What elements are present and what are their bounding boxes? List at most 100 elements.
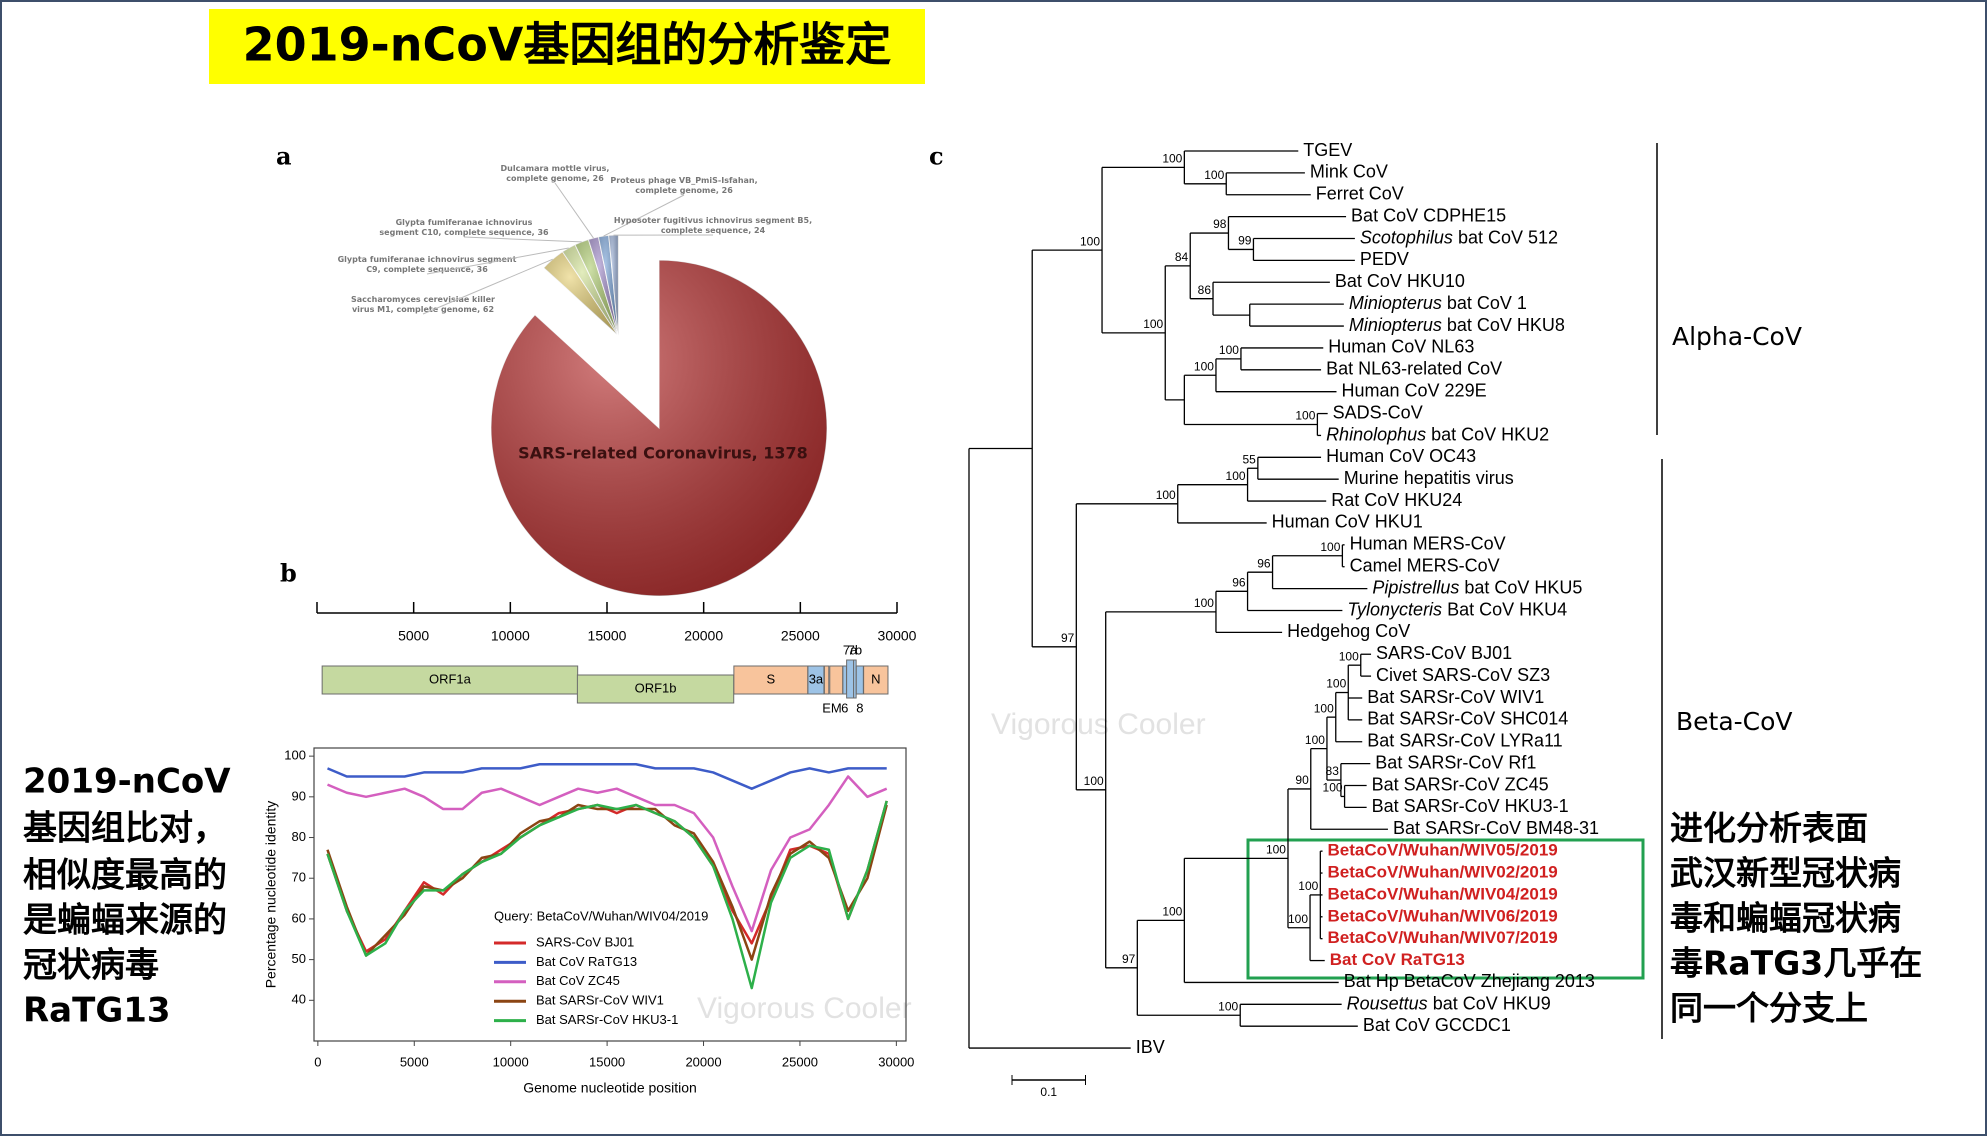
- leaf-label: Civet SARS-CoV SZ3: [1376, 665, 1550, 685]
- support-value: 100: [1143, 317, 1163, 331]
- annotation: Query: BetaCoV/Wuhan/WIV04/2019: [494, 908, 708, 923]
- slide-title: 2019-nCoV基因组的分析鉴定: [243, 18, 892, 72]
- leaf-label: Miniopterus bat CoV 1: [1349, 293, 1527, 313]
- gene-label: 7a: [843, 642, 858, 657]
- leaf-label: Human CoV HKU1: [1272, 512, 1423, 532]
- support-value: 100: [1339, 649, 1359, 663]
- series-line: [326, 803, 888, 961]
- leaf-label: Rat CoV HKU24: [1331, 490, 1462, 510]
- leaf-label: Bat Hp BetaCoV Zhejiang 2013: [1344, 971, 1595, 991]
- gene-label: N: [871, 671, 880, 686]
- gene-box: [842, 665, 847, 695]
- x-tick-label: 25000: [782, 1054, 818, 1069]
- support-value: 100: [1156, 488, 1176, 502]
- pie-main-label: SARS-related Coronavirus, 1378: [518, 444, 808, 463]
- note-line: 基因组比对，: [23, 809, 227, 849]
- gene-box: [863, 665, 889, 695]
- support-value: 100: [1204, 168, 1224, 182]
- pie-label: Dulcamara mottle virus, complete genome, …: [501, 164, 610, 183]
- note-line: RaTG13: [23, 991, 171, 1031]
- leaf-label: Bat SARSr-CoV WIV1: [1367, 687, 1544, 707]
- leaf-text: bat CoV HKU8: [1447, 315, 1565, 335]
- support-value: 97: [1122, 952, 1136, 966]
- leaf-label: BetaCoV/Wuhan/WIV07/2019: [1328, 928, 1558, 947]
- gene-box: [855, 665, 864, 695]
- support-value: 55: [1242, 452, 1256, 466]
- note-line: 毒RaTG3几乎在: [1670, 944, 1922, 983]
- leaf-label: Bat CoV HKU10: [1335, 271, 1465, 291]
- support-value: 96: [1257, 556, 1271, 570]
- gene-box: [846, 659, 855, 699]
- leaf-label: Bat CoV RaTG13: [1330, 950, 1465, 969]
- pie-shade: [562, 244, 619, 336]
- x-tick-label: 10000: [493, 1054, 529, 1069]
- pie-label-line: Saccharomyces cerevisiae killer: [351, 295, 495, 304]
- gene-label: ORF1b: [635, 680, 677, 695]
- support-value: 100: [1084, 774, 1104, 788]
- clade-label: Alpha-CoV: [1672, 322, 1802, 351]
- gene-label: 6: [841, 700, 848, 715]
- x-tick-label: 0: [314, 1054, 321, 1069]
- panel-label: b: [280, 559, 297, 588]
- genome-tick-label: 15000: [588, 628, 627, 644]
- leaf-label: Human CoV NL63: [1328, 337, 1474, 357]
- gene-label: 7b: [848, 642, 862, 657]
- support-value: 97: [1061, 631, 1075, 645]
- pie-label-line: Dulcamara mottle virus,: [501, 164, 610, 173]
- gene-box: [829, 665, 844, 695]
- pie-label-line: complete sequence, 24: [661, 226, 766, 235]
- leaf-label: IBV: [1136, 1037, 1165, 1057]
- leaf-italic: Tylonycteris: [1347, 599, 1442, 619]
- leaf-text: bat CoV HKU5: [1464, 577, 1582, 597]
- leader-line: [426, 247, 569, 275]
- note-line: 武汉新型冠状病: [1670, 854, 1901, 893]
- leaf-label: Human MERS-CoV: [1350, 534, 1506, 554]
- gene-box: [853, 659, 857, 699]
- panel-label: a: [276, 142, 292, 171]
- leaf-label: SADS-CoV: [1333, 402, 1423, 422]
- leaf-label: Human CoV 229E: [1342, 380, 1487, 400]
- gene-label: E: [822, 700, 831, 715]
- support-value: 100: [1226, 469, 1246, 483]
- leaf-italic: Rhinolophus: [1326, 424, 1426, 444]
- leaf-text: Bat CoV HKU4: [1447, 599, 1567, 619]
- clade-label: Beta-CoV: [1676, 707, 1793, 736]
- leader-line: [422, 258, 553, 315]
- leaf-label: Bat SARSr-CoV Rf1: [1375, 752, 1536, 772]
- legend-label: Bat SARSr-CoV HKU3-1: [536, 1012, 678, 1027]
- pie-label-line: C9, complete sequence, 36: [366, 265, 488, 274]
- leaf-label: BetaCoV/Wuhan/WIV02/2019: [1328, 863, 1558, 882]
- pie-shade: [575, 239, 619, 336]
- watermark: Vigorous Cooler: [991, 708, 1206, 741]
- genome-tick-label: 10000: [491, 628, 530, 644]
- y-axis-label: Percentage nucleotide identity: [263, 801, 279, 989]
- pie-label-line: Proteus phage VB_PmiS-Isfahan,: [610, 176, 757, 185]
- pie-label-line: Glypta fumiferanae ichnovirus: [396, 218, 533, 227]
- support-value: 100: [1219, 343, 1239, 357]
- support-value: 90: [1295, 773, 1309, 787]
- support-value: 100: [1080, 234, 1100, 248]
- legend-label: Bat CoV RaTG13: [536, 954, 637, 969]
- pie-label: Hyposoter fugitivus ichnovirus segment B…: [614, 216, 812, 235]
- y-tick-label: 40: [292, 992, 306, 1007]
- pie-label: Proteus phage VB_PmiS-Isfahan, complete g…: [610, 176, 757, 195]
- genome-tick-label: 25000: [781, 628, 820, 644]
- leaf-label: Scotophilus bat CoV 512: [1360, 227, 1558, 247]
- leaf-label: Murine hepatitis virus: [1344, 468, 1514, 488]
- support-value: 86: [1198, 283, 1212, 297]
- leaf-text: bat CoV HKU9: [1433, 993, 1551, 1013]
- x-tick-label: 5000: [400, 1054, 429, 1069]
- pie-shade: [588, 236, 619, 336]
- leader-line: [603, 194, 685, 237]
- support-value: 83: [1326, 764, 1340, 778]
- support-value: 100: [1295, 409, 1315, 423]
- plot-frame: [313, 747, 907, 1042]
- x-tick-label: 15000: [589, 1054, 625, 1069]
- pie-label-line: Hyposoter fugitivus ichnovirus segment B…: [614, 216, 812, 225]
- leaf-label: Bat SARSr-CoV HKU3-1: [1372, 796, 1569, 816]
- note-line: 同一个分支上: [1670, 989, 1868, 1028]
- pie-shade: [491, 260, 827, 596]
